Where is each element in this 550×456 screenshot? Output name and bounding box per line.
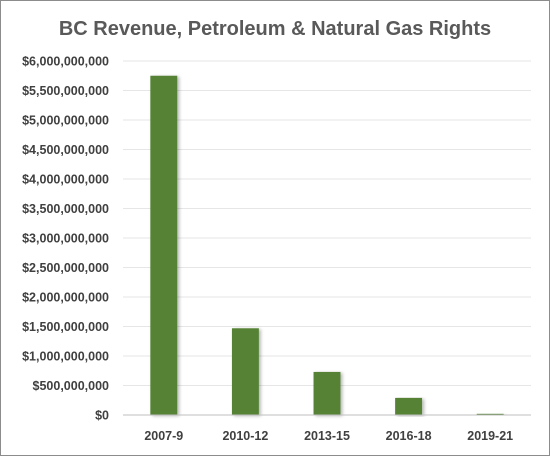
y-tick-label: $0 <box>95 409 109 423</box>
x-axis-tick-labels: 2007-9 2010-12 2013-15 2016-18 2019-21 <box>144 429 513 443</box>
bar-2007-9 <box>150 75 178 415</box>
x-tick-label: 2013-15 <box>304 429 350 443</box>
x-tick-label: 2010-12 <box>222 429 268 443</box>
bars <box>150 75 504 415</box>
y-tick-label: $3,500,000,000 <box>22 202 109 216</box>
x-tick-label: 2019-21 <box>467 429 513 443</box>
y-tick-label: $1,500,000,000 <box>22 320 109 334</box>
y-tick-label: $5,000,000,000 <box>22 114 109 128</box>
x-tick-label: 2016-18 <box>386 429 432 443</box>
y-tick-label: $1,000,000,000 <box>22 350 109 364</box>
y-axis-tick-labels: $0 $500,000,000 $1,000,000,000 $1,500,000,0… <box>22 55 109 423</box>
y-tick-label: $2,000,000,000 <box>22 291 109 305</box>
bar-2010-12 <box>231 328 259 415</box>
y-tick-label: $6,000,000,000 <box>22 55 109 69</box>
y-tick-label: $5,500,000,000 <box>22 84 109 98</box>
y-tick-label: $4,500,000,000 <box>22 143 109 157</box>
bar-2016-18 <box>395 397 423 415</box>
y-tick-label: $2,500,000,000 <box>22 261 109 275</box>
y-tick-label: $3,000,000,000 <box>22 232 109 246</box>
gridlines <box>123 60 531 386</box>
bar-2013-15 <box>313 371 341 415</box>
chart-title: BC Revenue, Petroleum & Natural Gas Righ… <box>59 18 491 40</box>
bar-2019-21 <box>476 413 504 415</box>
x-tick-label: 2007-9 <box>144 429 183 443</box>
y-tick-label: $4,000,000,000 <box>22 173 109 187</box>
y-tick-label: $500,000,000 <box>33 379 110 393</box>
